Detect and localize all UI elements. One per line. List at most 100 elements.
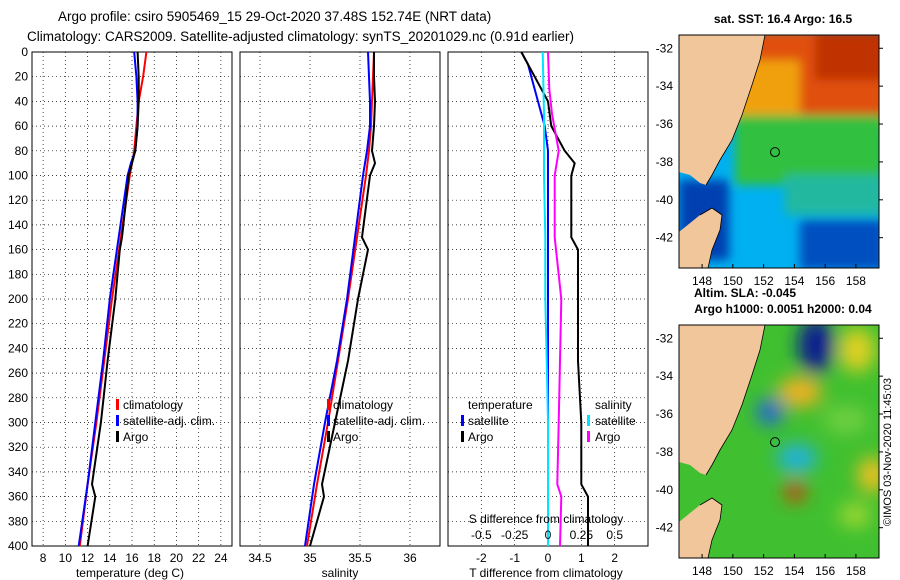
depth-tick-label: 200 (8, 292, 28, 306)
depth-tick-label: 80 (15, 144, 29, 158)
legend-t-argo: Argo (468, 430, 494, 444)
series-salinity-satellite-adj-clim- (304, 51, 371, 547)
map-lon-label: 150 (723, 274, 743, 288)
difference-legend: temperature satellite Argo salinity sate… (461, 398, 636, 444)
series-salinity-argo (309, 52, 376, 547)
salinity-legend: climatology satellite-adj. clim. Argo (327, 398, 425, 444)
sst-teal-region (785, 175, 879, 215)
sla-mid-southeast (839, 503, 871, 527)
map-lon-label: 148 (692, 274, 712, 288)
series-temperature-argo (86, 51, 140, 547)
map-lat-label: -34 (656, 79, 674, 93)
s-diff-tick-label: 0 (545, 528, 552, 542)
legend-s-satellite: satellite (595, 414, 636, 428)
depth-tick-label: 60 (15, 119, 29, 133)
depth-tick-label: 160 (8, 243, 28, 257)
x-tick-label: 2 (611, 551, 618, 565)
map-lat-label: -42 (656, 521, 674, 535)
sst-cold-region-south (800, 220, 879, 268)
sla-high-south (785, 482, 805, 502)
sla-map-frame (678, 324, 880, 559)
legend-salinity-title: salinity (595, 398, 632, 412)
sla-high-central (778, 377, 822, 407)
sla-map-subtitle: Argo h1000: 0.0051 h2000: 0.04 (694, 302, 872, 316)
x-tick-label: 24 (214, 551, 228, 565)
depth-tick-label: 300 (8, 416, 28, 430)
map-lat-label: -32 (656, 331, 674, 345)
x-tick-label: 0 (545, 551, 552, 565)
depth-tick-label: 120 (8, 193, 28, 207)
temperature-xlabel: temperature (deg C) (76, 566, 184, 580)
title-line-2: Climatology: CARS2009. Satellite-adjuste… (27, 29, 574, 44)
legend-climatology: climatology (333, 398, 393, 412)
map-lat-label: -34 (656, 369, 674, 383)
sla-field (757, 325, 879, 527)
x-tick-label: 22 (192, 551, 206, 565)
s-diff-tick-label: 0.5 (606, 528, 623, 542)
map-lon-label: 156 (815, 274, 835, 288)
x-tick-label: 20 (170, 551, 184, 565)
map-lat-label: -38 (656, 445, 674, 459)
x-tick-label: 34.5 (248, 551, 272, 565)
sla-low-central (777, 444, 817, 472)
legend-swatch-t-satellite (461, 415, 464, 426)
x-tick-label: 18 (148, 551, 162, 565)
x-tick-label: 35.5 (348, 551, 372, 565)
legend-argo: Argo (123, 430, 149, 444)
map-lat-label: -42 (656, 231, 674, 245)
map-lon-label: 154 (784, 274, 804, 288)
depth-tick-label: 40 (15, 94, 29, 108)
depth-tick-label: 220 (8, 317, 28, 331)
sla-low-west (757, 399, 783, 425)
map-lon-label: 158 (846, 274, 866, 288)
sst-map-title: sat. SST: 16.4 Argo: 16.5 (714, 12, 853, 26)
sst-land-mainland (679, 35, 765, 185)
legend-swatch-satellite (116, 415, 119, 426)
x-tick-label: 1 (578, 551, 585, 565)
depth-tick-label: 260 (8, 366, 28, 380)
sla-mid-east (824, 406, 868, 434)
series-difference-s-satellite (541, 51, 549, 546)
depth-tick-label: 280 (8, 391, 28, 405)
depth-tick-label: 340 (8, 465, 28, 479)
salinity-xlabel: salinity (322, 566, 359, 580)
x-tick-label: -1 (509, 551, 520, 565)
sst-argo-marker (770, 147, 780, 158)
map-lat-label: -40 (656, 483, 674, 497)
x-tick-label: 12 (81, 551, 95, 565)
sla-high-northeast (839, 328, 875, 372)
legend-t-satellite: satellite (468, 414, 509, 428)
depth-tick-label: 140 (8, 218, 28, 232)
sla-coastline (705, 325, 766, 476)
depth-tick-label: 240 (8, 341, 28, 355)
sst-map (679, 35, 879, 268)
map-lat-label: -38 (656, 155, 674, 169)
title-line-1: Argo profile: csiro 5905469_15 29-Oct-20… (58, 9, 491, 24)
legend-swatch-climatology (116, 399, 119, 410)
sla-low-north (798, 325, 834, 373)
t-diff-xlabel: T difference from climatology (469, 566, 623, 580)
x-tick-label: 35 (303, 551, 317, 565)
map-tick-labels: -32 -34 -36 -38 -40 -42 148 150 152 154 156 158 -32 -… (656, 41, 883, 578)
sst-green-region (735, 115, 879, 185)
legend-swatch-satellite (327, 415, 330, 426)
x-tick-label: 10 (59, 551, 73, 565)
legend-swatch-s-argo (587, 431, 590, 442)
depth-tick-label: 100 (8, 169, 28, 183)
depth-tick-label: 400 (8, 539, 28, 553)
legend-swatch-argo (327, 431, 330, 442)
map-lon-label: 152 (754, 274, 774, 288)
depth-tick-label: 380 (8, 514, 28, 528)
map-lon-label: 154 (784, 564, 804, 578)
series-salinity-climatology (306, 51, 375, 547)
s-diff-tick-label: -0.25 (501, 528, 529, 542)
sst-map-frame (678, 34, 880, 269)
depth-tick-label: 0 (21, 45, 28, 59)
legend-swatch-t-argo (461, 431, 464, 442)
legend-swatch-argo (116, 431, 119, 442)
temperature-legend: climatology satellite-adj. clim. Argo (116, 398, 215, 444)
profile-lines (77, 51, 589, 547)
sla-coastline-tasmania (699, 497, 723, 558)
legend-temperature-title: temperature (468, 398, 533, 412)
sla-map (679, 325, 879, 558)
